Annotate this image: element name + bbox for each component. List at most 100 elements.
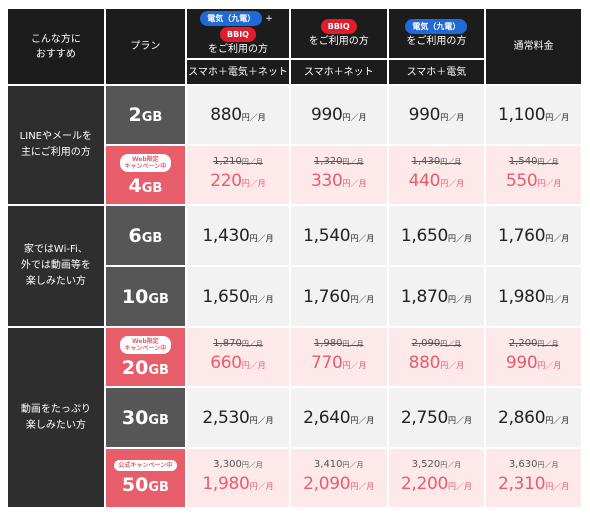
price-unit: 円／月 [249, 415, 274, 425]
price-cell: 990円／月 [290, 86, 387, 144]
plan-unit: GB [141, 230, 163, 246]
price-cell-campaign: 2,090円／月 880円／月 [388, 328, 485, 386]
plan-50gb: 公式キャンペーン中 50GB [105, 449, 186, 507]
discount-price: 220円／月 [210, 170, 266, 191]
discount-price: 880円／月 [408, 352, 465, 373]
header-recommend: こんな方に おすすめ [8, 9, 104, 84]
original-price: 1,210円／月 [213, 155, 263, 167]
price-unit: 円／月 [342, 113, 367, 122]
group-line: 外では動画等を [20, 260, 91, 271]
price-cell-campaign: 2,200円／月 990円／月 [486, 328, 581, 386]
price-cell: 1,650円／月 [187, 267, 289, 326]
price-cell-campaign: 3,300円／月 1,980円／月 [187, 449, 289, 507]
original-price: 3,520円／月 [411, 458, 462, 470]
web-campaign-badge: Web限定 キャンペーン中 [119, 335, 172, 354]
price-unit: 円／月 [545, 294, 570, 304]
price-value: 1,760 [498, 225, 546, 246]
original-price: 2,200円／月 [508, 337, 559, 349]
price-value: 1,980 [498, 286, 546, 307]
price-cell-campaign: 1,210円／月 220円／月 [187, 146, 289, 204]
discount-price: 330円／月 [310, 170, 367, 191]
plan-4gb: Web限定 キャンペーン中 4GB [105, 146, 186, 204]
electric-pill: 電気（九電） [405, 18, 468, 34]
table-row: Web限定 キャンペーン中 4GB 1,210円／月 220円／月 1,320円／月… [8, 146, 581, 204]
price-cell: 990円／月 [388, 86, 485, 144]
original-price: 1,430円／月 [411, 155, 462, 167]
plan-unit: GB [148, 362, 169, 378]
price-cell-campaign: 3,630円／月 2,310円／月 [486, 449, 581, 507]
table-row: 公式キャンペーン中 50GB 3,300円／月 1,980円／月 3,410円／月… [8, 449, 581, 507]
plan-size: 6 [128, 224, 142, 247]
header-sub: をご利用の方 [406, 35, 467, 47]
price-cell-campaign: 1,980円／月 770円／月 [290, 328, 387, 386]
header-recommend-line2: おすすめ [35, 48, 76, 60]
price-cell-campaign: 1,540円／月 550円／月 [486, 146, 581, 204]
plan-10gb: 10GB [105, 267, 186, 326]
table-row: 家ではWi-Fi、 外では動画等を 楽しみたい方 6GB 1,430円／月 1,… [8, 206, 581, 326]
plus-sign: + [265, 13, 273, 24]
pricing-table-wrapper: こんな方に おすすめ プラン 電気（九電） + BBIQ をご利用の方 BBIQ を… [6, 7, 583, 509]
table-row: 10GB 1,650円／月 1,760円／月 1,870円／月 1,980円／月 [8, 267, 581, 326]
price-value: 2,750 [400, 407, 448, 428]
original-price: 1,320円／月 [313, 155, 364, 167]
header-bundle-1: スマホ＋電気＋ネット [187, 60, 289, 84]
discount-price: 990円／月 [505, 352, 562, 373]
price-cell: 1,540円／月 [290, 206, 387, 265]
group-video-user: 動画をたっぷり 楽しみたい方 [8, 328, 104, 507]
header-bundle-3: スマホ＋電気 [388, 60, 485, 84]
price-value: 1,760 [303, 286, 351, 307]
plan-6gb: 6GB [105, 206, 186, 265]
price-cell-campaign: 1,320円／月 330円／月 [290, 146, 387, 204]
plan-20gb: Web限定 キャンペーン中 20GB [105, 328, 186, 386]
original-price: 1,540円／月 [508, 155, 559, 167]
price-cell: 1,980円／月 [486, 267, 581, 326]
price-cell: 1,430円／月 [187, 206, 289, 265]
discount-price: 660円／月 [210, 352, 266, 373]
original-price: 3,410円／月 [313, 458, 364, 470]
price-cell: 1,650円／月 [388, 206, 485, 265]
plan-size: 30 [121, 406, 149, 429]
pricing-table: こんな方に おすすめ プラン 電気（九電） + BBIQ をご利用の方 BBIQ を… [6, 7, 583, 509]
price-value: 880 [210, 105, 242, 125]
price-value: 1,870 [400, 286, 448, 307]
header-col-bbiq: BBIQ をご利用の方 [290, 9, 387, 58]
group-line: LINEやメールを [19, 131, 92, 142]
price-cell: 1,100円／月 [486, 86, 581, 144]
group-line: 楽しみたい方 [25, 276, 86, 287]
plan-unit: GB [148, 291, 169, 307]
original-price: 1,980円／月 [313, 337, 364, 349]
price-unit: 円／月 [448, 294, 472, 304]
price-value: 1,540 [303, 225, 351, 246]
table-row: 30GB 2,530円／月 2,640円／月 2,750円／月 2,860円／月 [8, 388, 581, 447]
price-cell: 880円／月 [187, 86, 289, 144]
bbiq-pill: BBIQ [220, 26, 256, 42]
price-unit: 円／月 [448, 415, 472, 425]
plan-size: 10 [121, 285, 149, 308]
price-cell-campaign: 3,410円／月 2,090円／月 [290, 449, 387, 507]
plan-size: 50 [121, 474, 149, 496]
table-row: 動画をたっぷり 楽しみたい方 Web限定 キャンペーン中 20GB 1,870円／… [8, 328, 581, 507]
header-col-electric-bbiq: 電気（九電） + BBIQ をご利用の方 [187, 9, 289, 58]
price-value: 990 [408, 105, 441, 125]
price-unit: 円／月 [249, 294, 274, 304]
original-price: 1,870円／月 [213, 337, 263, 349]
price-cell-campaign: 3,520円／月 2,200円／月 [388, 449, 485, 507]
price-unit: 円／月 [350, 233, 375, 243]
group-line: 家ではWi-Fi、 [23, 244, 88, 255]
web-campaign-badge: Web限定 キャンペーン中 [119, 153, 172, 172]
official-campaign-badge: 公式キャンペーン中 [113, 460, 178, 471]
price-value: 2,530 [202, 407, 250, 428]
price-cell: 1,760円／月 [486, 206, 581, 265]
price-unit: 円／月 [545, 233, 570, 243]
table-row: LINEやメールを 主にご利用の方 2GB 880円／月 990円／月 990円… [8, 86, 581, 204]
price-cell: 2,860円／月 [486, 388, 581, 447]
price-value: 2,860 [498, 407, 546, 428]
price-value: 1,100 [498, 105, 546, 125]
header-plan: プラン [105, 9, 186, 84]
price-value: 990 [310, 105, 343, 125]
discount-price: 550円／月 [505, 170, 562, 191]
price-unit: 円／月 [545, 415, 570, 425]
price-unit: 円／月 [350, 294, 375, 304]
price-unit: 円／月 [241, 113, 266, 122]
group-line: 動画をたっぷり [20, 403, 91, 415]
